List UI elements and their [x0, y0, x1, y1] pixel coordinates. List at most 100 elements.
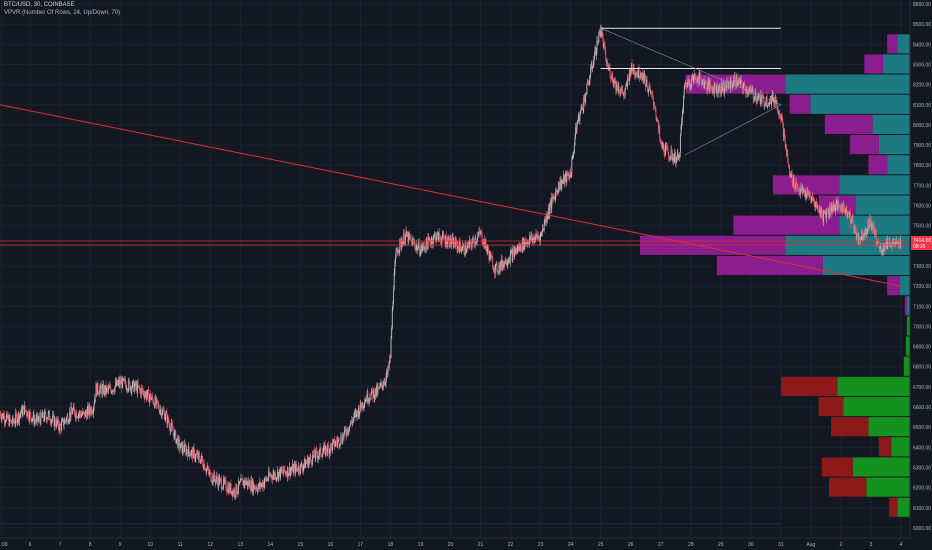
candle-body: [209, 472, 211, 474]
candle-body: [612, 73, 614, 81]
candle-body: [501, 258, 502, 268]
candle-body: [204, 464, 206, 471]
candle-body: [580, 109, 582, 114]
candle-body: [491, 254, 492, 257]
candle-body: [128, 380, 130, 383]
candle-body: [65, 420, 67, 422]
candle-body: [434, 234, 436, 235]
candle-body: [701, 81, 703, 85]
candle-body: [858, 233, 860, 244]
candle-body: [627, 77, 629, 87]
triangle-pattern[interactable]: [600, 27, 782, 156]
candle-body: [541, 232, 543, 233]
candle-body: [548, 207, 550, 215]
candle-body: [45, 417, 47, 421]
candle-body: [681, 113, 683, 121]
candle-body: [511, 251, 513, 252]
candle-body: [293, 464, 295, 467]
candle-body: [99, 384, 101, 389]
candle-body: [672, 156, 674, 160]
candle-body: [164, 417, 166, 420]
candle-body: [393, 273, 395, 291]
candle-body: [162, 410, 164, 411]
candle-body: [332, 441, 334, 450]
candle-body: [447, 238, 449, 241]
candle-body: [546, 215, 548, 220]
time-axis[interactable]: 11:0067891011121314151617181920212223242…: [0, 537, 932, 550]
candle-body: [766, 96, 768, 107]
candle-body: [879, 247, 881, 249]
candle-body: [692, 75, 694, 81]
candle-body: [425, 248, 427, 251]
candle-body: [748, 89, 750, 94]
candle-body: [319, 449, 320, 456]
candle-body: [303, 464, 305, 468]
candle-body: [144, 394, 146, 398]
candle-body: [42, 412, 44, 418]
candle-body: [81, 414, 83, 416]
candle-body: [563, 174, 565, 183]
candle-body: [516, 247, 518, 253]
candle-body: [403, 233, 405, 244]
candle-body: [167, 416, 169, 424]
candle-body: [587, 81, 589, 84]
candle-body: [484, 239, 486, 248]
candle-body: [518, 245, 520, 251]
candle-body: [80, 414, 82, 417]
candle-body: [661, 142, 663, 147]
candle-body: [381, 385, 383, 388]
candle-body: [663, 144, 664, 148]
candle-body: [776, 100, 777, 104]
candle-body: [737, 83, 738, 85]
candle-body: [443, 238, 445, 240]
candle-body: [842, 203, 844, 213]
candle-body: [677, 152, 679, 158]
candle-body: [381, 382, 383, 386]
candle-body: [398, 249, 400, 253]
candle-body: [320, 447, 322, 456]
time-tick-label: 22: [508, 542, 514, 548]
drawings-layer[interactable]: [0, 27, 910, 525]
candle-body: [216, 476, 218, 480]
candle-body: [859, 238, 861, 242]
candle-body: [472, 237, 474, 240]
candle-body: [145, 392, 147, 399]
candle-body: [733, 76, 735, 79]
candle-body: [595, 47, 597, 56]
candle-body: [732, 83, 734, 85]
candle-body: [560, 179, 561, 187]
diagonal-trendline[interactable]: [0, 104, 902, 287]
candle-body: [222, 487, 224, 490]
indicator-legend[interactable]: VPVR (Number Of Rows, 24, Up/Down, 70): [4, 10, 121, 16]
candle-body: [582, 107, 583, 110]
candle-body: [492, 268, 494, 270]
candle-body: [689, 81, 691, 88]
candle-body: [821, 208, 823, 219]
candle-body: [641, 72, 643, 78]
candle-body: [490, 254, 492, 260]
candle-body: [356, 410, 357, 417]
candle-body: [190, 450, 192, 455]
candle-body: [698, 76, 700, 84]
candle-body: [568, 175, 570, 178]
candle-body: [791, 174, 792, 178]
candle-body: [253, 483, 255, 492]
candle-body: [92, 412, 94, 414]
candle-body: [118, 380, 120, 386]
candle-body: [160, 409, 162, 411]
candle-body: [774, 99, 776, 104]
price-series: [0, 24, 902, 501]
candle-body: [320, 455, 322, 457]
candle-body: [615, 80, 617, 91]
candle-body: [314, 450, 315, 457]
candle-body: [696, 79, 698, 82]
candle-body: [736, 75, 738, 85]
symbol-legend[interactable]: BTC/USD, 30, COINBASE: [4, 2, 75, 8]
candle-body: [820, 210, 822, 217]
price-axis[interactable]: 6000.006100.006200.006300.006400.006500.…: [909, 0, 932, 550]
candle-body: [126, 389, 128, 390]
candle-body: [512, 249, 514, 261]
candle-body: [131, 387, 133, 392]
volume-profile-up-bar: [899, 276, 910, 296]
